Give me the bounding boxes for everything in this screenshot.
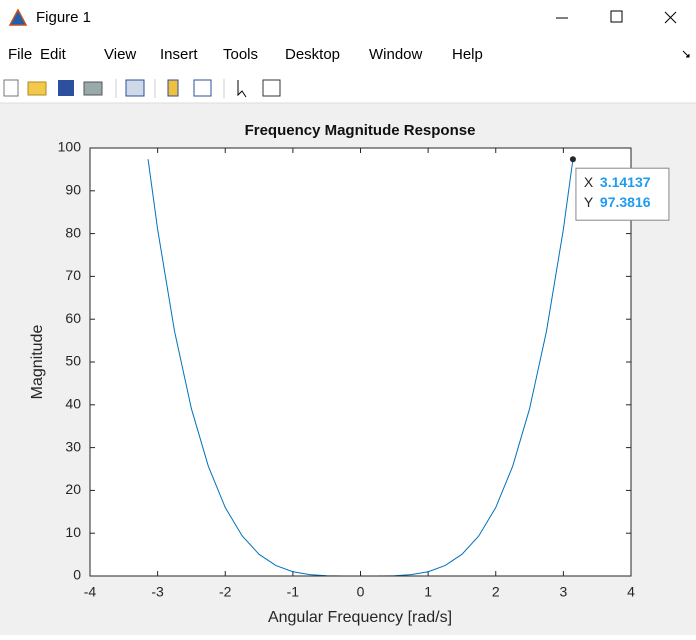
link-icon[interactable] — [125, 79, 145, 97]
datatip-value: 97.3816 — [600, 194, 651, 210]
y-tick-label: 100 — [58, 139, 82, 155]
maximize-button[interactable] — [610, 10, 623, 23]
property-icon[interactable] — [262, 79, 281, 97]
y-tick-label: 40 — [65, 396, 81, 412]
close-button[interactable] — [664, 11, 677, 24]
x-tick-label: -2 — [219, 584, 232, 600]
menu-item[interactable]: Desktop — [285, 46, 340, 63]
window-title: Figure 1 — [36, 9, 91, 26]
x-tick-label: 1 — [424, 584, 432, 600]
y-tick-label: 0 — [73, 567, 81, 583]
datatip-label: Y — [584, 194, 594, 210]
new-icon[interactable] — [3, 79, 19, 97]
app-icon — [8, 8, 28, 26]
menu-item[interactable]: Edit — [40, 46, 67, 63]
x-tick-label: -4 — [84, 584, 97, 600]
axes-background — [90, 148, 631, 576]
x-tick-label: 3 — [559, 584, 567, 600]
menu-bar: File Edit View Insert Tools Desktop Window Help — [8, 46, 483, 63]
chart-title: Frequency Magnitude Response — [245, 122, 476, 139]
datatip-marker — [569, 156, 576, 163]
colorbar-icon[interactable] — [167, 79, 179, 97]
open-icon[interactable] — [27, 81, 47, 96]
y-tick-label: 10 — [65, 524, 81, 540]
pointer-icon[interactable] — [237, 80, 247, 98]
menu-item[interactable]: Tools — [223, 46, 258, 63]
y-axis-label: Magnitude — [29, 325, 46, 400]
y-tick-label: 70 — [65, 267, 81, 283]
y-tick-label: 20 — [65, 481, 81, 497]
y-tick-label: 30 — [65, 438, 81, 454]
dock-arrow[interactable] — [682, 50, 690, 58]
x-axis-label: Angular Frequency [rad/s] — [268, 609, 452, 626]
menu-item[interactable]: Window — [369, 46, 423, 63]
axes-box — [89, 147, 632, 577]
menu-item[interactable]: Help — [452, 46, 483, 63]
y-tick-label: 60 — [65, 310, 81, 326]
y-tick-label: 80 — [65, 224, 81, 240]
datatip-label: X — [584, 174, 594, 190]
datatip-value: 3.14137 — [600, 174, 651, 190]
y-tick-label: 90 — [65, 182, 81, 198]
menu-item[interactable]: Insert — [160, 46, 198, 63]
x-tick-label: -3 — [151, 584, 164, 600]
x-tick-label: 4 — [627, 584, 635, 600]
menu-item[interactable]: File — [8, 46, 32, 63]
x-tick-label: 0 — [357, 584, 365, 600]
x-tick-label: 2 — [492, 584, 500, 600]
datatip-box — [575, 167, 670, 221]
save-icon[interactable] — [58, 80, 74, 96]
datatip[interactable]: X 3.14137 Y 97.3816 — [569, 156, 670, 221]
print-icon[interactable] — [83, 81, 103, 96]
y-tick-label: 50 — [65, 353, 81, 369]
toolbar — [3, 79, 281, 98]
x-tick-label: -1 — [287, 584, 300, 600]
menu-item[interactable]: View — [104, 46, 136, 63]
legend-icon[interactable] — [193, 79, 212, 97]
